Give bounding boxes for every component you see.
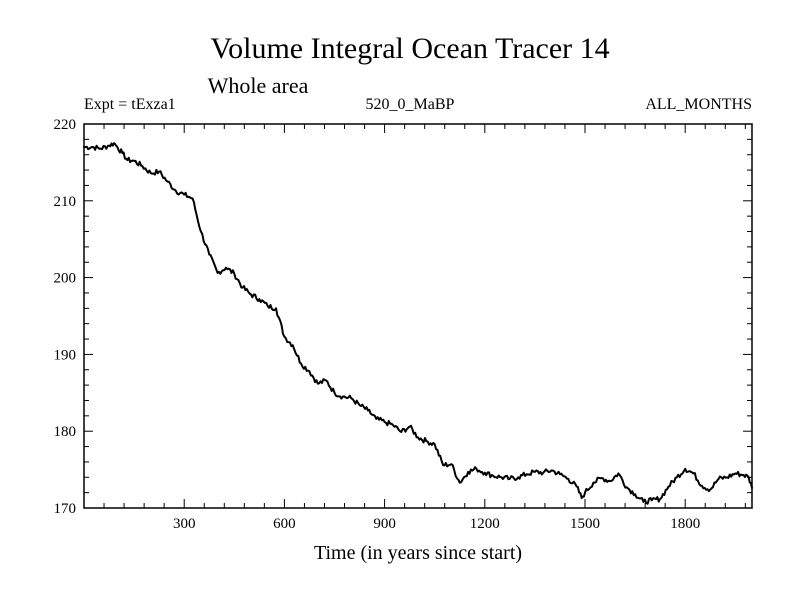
x-tick-label: 300 (173, 516, 196, 532)
chart-subtitle: Whole area (208, 73, 309, 98)
plot-frame (83, 123, 753, 509)
x-tick-label: 1200 (470, 516, 500, 532)
y-tick-label: 200 (54, 271, 77, 287)
x-tick-label: 1800 (670, 516, 700, 532)
y-tick-label: 220 (54, 117, 77, 133)
experiment-label: Expt = tExza1 (84, 96, 176, 113)
y-tick-label: 190 (54, 347, 77, 363)
x-tick-label: 600 (273, 516, 296, 532)
run-label: 520_0_MaBP (366, 96, 455, 113)
series-line (83, 142, 753, 505)
chart-title: Volume Integral Ocean Tracer 14 (210, 32, 609, 65)
tick-labels: 300 600 900 1200 1500 1800 170 180 190 200 210 220 (54, 117, 701, 532)
y-tick-label: 170 (54, 501, 77, 517)
x-tick-label: 1500 (570, 516, 600, 532)
y-tick-label: 210 (54, 194, 77, 210)
y-tick-label: 180 (54, 424, 77, 440)
period-label: ALL_MONTHS (645, 96, 752, 113)
axis-ticks (84, 124, 752, 508)
x-axis-label: Time (in years since start) (314, 542, 522, 564)
x-tick-label: 900 (373, 516, 396, 532)
